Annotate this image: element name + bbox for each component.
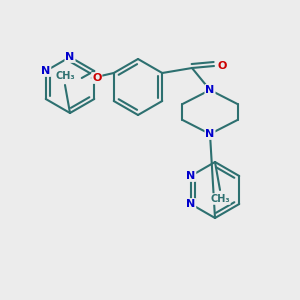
Text: N: N	[41, 66, 50, 76]
Text: O: O	[92, 73, 101, 83]
Text: N: N	[186, 171, 195, 181]
Text: CH₃: CH₃	[210, 194, 230, 204]
Text: N: N	[65, 52, 75, 62]
Text: O: O	[217, 61, 227, 71]
Text: N: N	[206, 129, 214, 139]
Text: CH₃: CH₃	[55, 71, 75, 81]
Text: N: N	[206, 85, 214, 95]
Text: N: N	[186, 199, 195, 209]
